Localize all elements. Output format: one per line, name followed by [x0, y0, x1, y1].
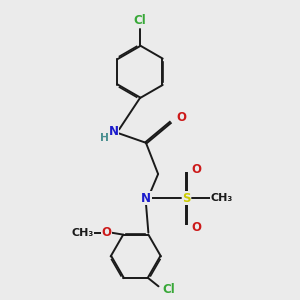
Text: Cl: Cl — [134, 14, 146, 27]
Text: S: S — [182, 192, 191, 205]
Text: O: O — [192, 221, 202, 234]
Text: H: H — [100, 133, 109, 143]
Text: O: O — [192, 163, 202, 176]
Text: N: N — [141, 192, 151, 205]
Text: CH₃: CH₃ — [211, 194, 233, 203]
Text: Cl: Cl — [162, 283, 175, 296]
Text: CH₃: CH₃ — [71, 228, 94, 238]
Text: N: N — [109, 125, 118, 138]
Text: O: O — [177, 111, 187, 124]
Text: O: O — [101, 226, 111, 239]
